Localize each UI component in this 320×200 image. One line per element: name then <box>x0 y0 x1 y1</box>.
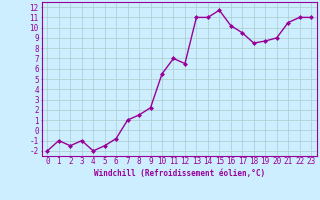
X-axis label: Windchill (Refroidissement éolien,°C): Windchill (Refroidissement éolien,°C) <box>94 169 265 178</box>
